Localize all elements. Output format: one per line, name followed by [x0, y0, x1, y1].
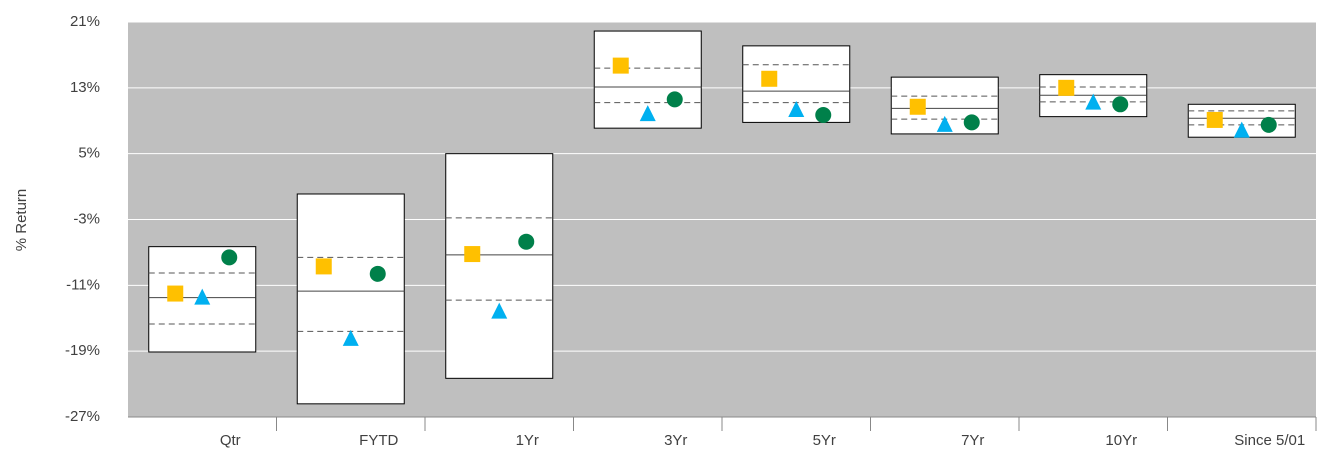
circle-marker — [815, 106, 832, 123]
square-marker — [315, 258, 332, 275]
range-box — [296, 193, 405, 405]
circle-marker — [518, 233, 535, 250]
y-tick-label: -3% — [73, 210, 100, 227]
triangle-marker — [342, 329, 359, 346]
x-tick-label: 3Yr — [664, 432, 687, 449]
x-tick-label: Qtr — [220, 432, 241, 449]
square-marker — [909, 98, 926, 115]
triangle-marker — [194, 288, 211, 305]
circle-marker — [221, 249, 238, 266]
y-tick-label: -27% — [65, 408, 100, 425]
y-tick-label: -11% — [66, 276, 100, 293]
circle-marker — [1260, 116, 1277, 133]
x-tick-label: Since 5/01 — [1234, 432, 1305, 449]
y-tick-label: 5% — [78, 145, 100, 162]
x-tick-label: 10Yr — [1105, 432, 1137, 449]
y-axis-label: % Return — [13, 189, 30, 252]
y-tick-label: -19% — [65, 342, 100, 359]
triangle-marker — [491, 302, 508, 319]
square-marker — [612, 57, 629, 74]
square-marker — [1058, 79, 1075, 96]
square-marker — [167, 285, 184, 302]
triangle-marker — [788, 101, 805, 118]
square-marker — [1206, 111, 1223, 128]
circle-marker — [963, 114, 980, 131]
x-tick-label: 7Yr — [961, 432, 984, 449]
triangle-marker — [1085, 93, 1102, 110]
circle-marker — [1112, 96, 1129, 113]
triangle-marker — [1233, 121, 1250, 138]
triangle-marker — [639, 105, 656, 122]
range-box — [445, 153, 554, 379]
x-tick-label: FYTD — [359, 432, 398, 449]
x-tick-label: 5Yr — [813, 432, 836, 449]
triangle-marker — [936, 115, 953, 132]
y-tick-label: 21% — [70, 13, 100, 30]
circle-marker — [666, 91, 683, 108]
y-tick-label: 13% — [70, 79, 100, 96]
circle-marker — [369, 265, 386, 282]
x-tick-label: 1Yr — [516, 432, 539, 449]
square-marker — [761, 70, 778, 87]
square-marker — [464, 246, 481, 263]
